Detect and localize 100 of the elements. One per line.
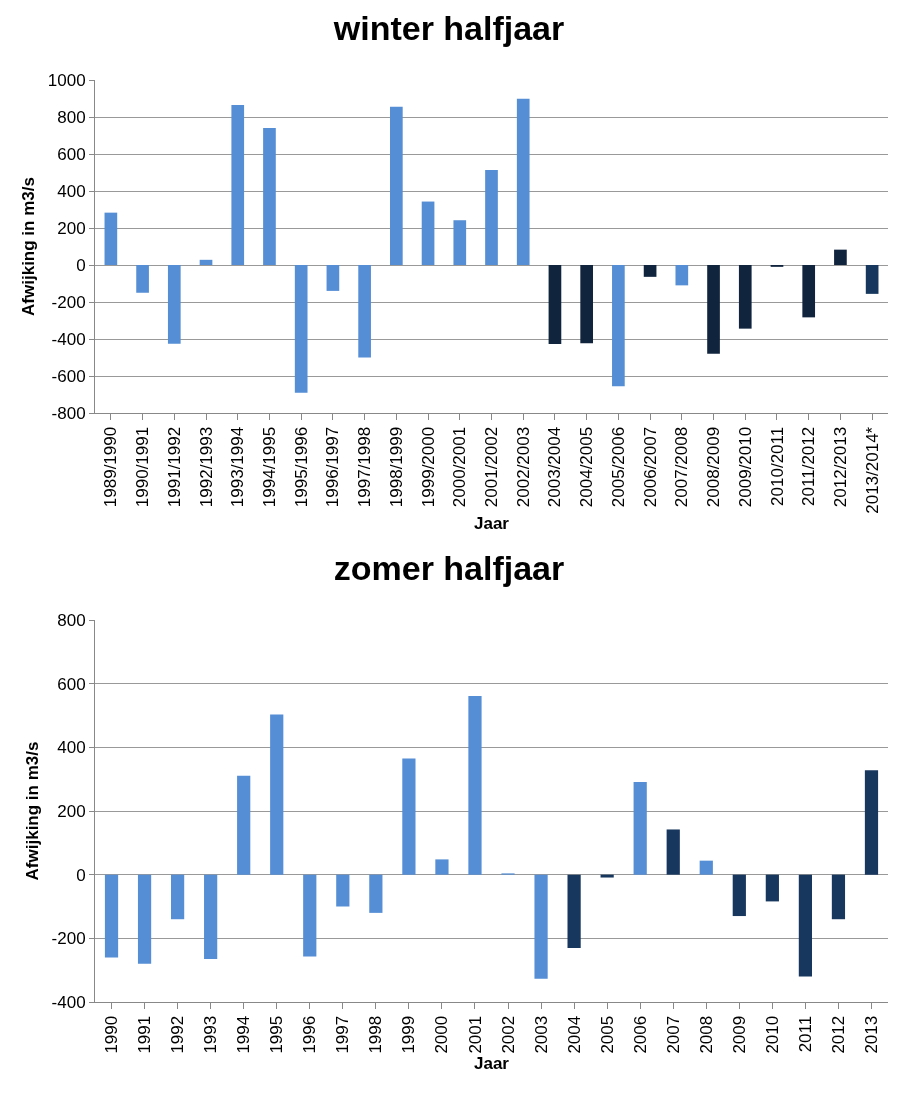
x-tick-label: 1996/1997	[323, 426, 343, 508]
x-tick-label: 2005/2006	[608, 426, 628, 508]
bar	[834, 249, 847, 265]
x-tick-label: 1998	[366, 1015, 386, 1054]
x-tick-label: 2004/2005	[577, 426, 597, 508]
y-tick-label: 0	[76, 255, 86, 275]
bar	[485, 169, 498, 265]
y-tick-label: 1000	[47, 70, 86, 90]
bar	[390, 106, 403, 265]
bar	[199, 259, 213, 265]
x-tick-label: 1993	[201, 1015, 221, 1054]
x-tick-label: 2006	[630, 1015, 650, 1054]
x-tick-label: 2012/2013	[830, 426, 850, 508]
y-tick-label: 200	[57, 801, 86, 821]
y-tick-label: 200	[57, 218, 86, 238]
x-tick-label: 2011/2012	[799, 426, 819, 506]
bar	[864, 770, 879, 875]
bar	[231, 104, 245, 265]
x-tick-label: 1992/1993	[196, 426, 216, 508]
x-tick-label: 1997/1998	[355, 426, 375, 508]
x-tick-label: 1998/1999	[386, 426, 406, 508]
y-tick-label: 400	[57, 738, 86, 758]
y-tick-label: -400	[51, 329, 86, 349]
y-tick-label: 800	[57, 610, 86, 630]
bar	[167, 265, 181, 344]
bar	[104, 212, 118, 265]
bar	[137, 874, 152, 964]
y-tick-label: 400	[57, 181, 86, 201]
bar	[136, 265, 149, 293]
bar	[453, 220, 467, 265]
x-axis-title: Jaar	[474, 514, 510, 534]
bar	[326, 265, 340, 291]
x-tick-label: 2008	[696, 1015, 716, 1054]
bar	[263, 128, 276, 265]
x-tick-label: 1995	[267, 1015, 287, 1054]
x-tick-label: 2000	[432, 1015, 452, 1054]
bar	[765, 874, 779, 902]
x-tick-label: 2001	[465, 1015, 485, 1054]
chart-title: winter halfjaar	[332, 9, 565, 47]
bar	[567, 874, 581, 948]
x-tick-label: 1999	[399, 1015, 419, 1054]
bar	[294, 265, 308, 393]
x-tick-label: 1990	[102, 1015, 122, 1054]
bar	[738, 265, 752, 329]
x-tick-label: 1999/2000	[418, 426, 438, 508]
bar	[633, 782, 647, 875]
y-tick-label: -400	[51, 992, 86, 1012]
x-tick-label: 2008/2009	[704, 426, 724, 508]
bar	[402, 758, 416, 875]
bar	[435, 859, 449, 875]
y-tick-label: 600	[57, 674, 86, 694]
bar	[421, 201, 435, 265]
bar	[643, 265, 657, 277]
x-tick-label: 2002/2003	[513, 426, 533, 508]
x-tick-label: 1995/1996	[291, 426, 311, 508]
bar	[831, 874, 846, 920]
x-tick-label: 1994/1995	[259, 426, 279, 508]
chart-title: zomer halfjaar	[333, 549, 565, 587]
bar	[358, 265, 371, 358]
x-tick-label: 2005	[597, 1015, 617, 1054]
bar	[369, 874, 383, 913]
x-tick-label: 2003	[531, 1015, 551, 1054]
x-tick-label: 1994	[234, 1015, 254, 1054]
x-tick-label: 2009	[729, 1015, 749, 1054]
y-axis-title: Afwijking in m3/s	[19, 177, 39, 316]
bar	[171, 874, 185, 920]
x-tick-label: 2010	[762, 1015, 782, 1054]
bar	[270, 714, 284, 875]
x-tick-label: 2009/2010	[735, 426, 755, 508]
bar	[802, 265, 816, 318]
bar	[675, 265, 689, 286]
bar	[104, 874, 119, 958]
x-axis-title: Jaar	[474, 1054, 510, 1074]
x-tick-label: 2006/2007	[640, 426, 660, 508]
bar	[707, 265, 720, 354]
x-tick-label: 2001/2002	[482, 426, 502, 508]
x-tick-label: 1991/1992	[164, 426, 184, 508]
x-tick-label: 1990/1991	[133, 426, 153, 508]
x-tick-label: 2011	[795, 1015, 815, 1053]
y-tick-label: -200	[51, 292, 86, 312]
bar	[237, 775, 251, 875]
x-tick-label: 1992	[168, 1015, 188, 1054]
y-axis-title: Afwijking in m3/s	[23, 741, 43, 881]
x-tick-label: 2000/2001	[450, 426, 470, 508]
bar	[336, 874, 350, 907]
bar	[699, 860, 713, 875]
bar	[798, 874, 812, 977]
y-tick-label: -200	[51, 929, 86, 949]
y-tick-label: 600	[57, 144, 86, 164]
y-tick-label: 0	[76, 865, 86, 885]
x-tick-label: 1996	[300, 1015, 320, 1054]
bar	[534, 874, 548, 979]
x-tick-label: 1989/1990	[101, 426, 121, 508]
bar	[303, 874, 317, 957]
x-tick-label: 2010/2011	[767, 426, 787, 506]
x-tick-label: 2007/2008	[672, 426, 692, 508]
x-tick-label: 2013	[862, 1015, 882, 1054]
bar	[666, 829, 680, 875]
bar	[580, 265, 593, 344]
x-tick-label: 2012	[828, 1015, 848, 1054]
